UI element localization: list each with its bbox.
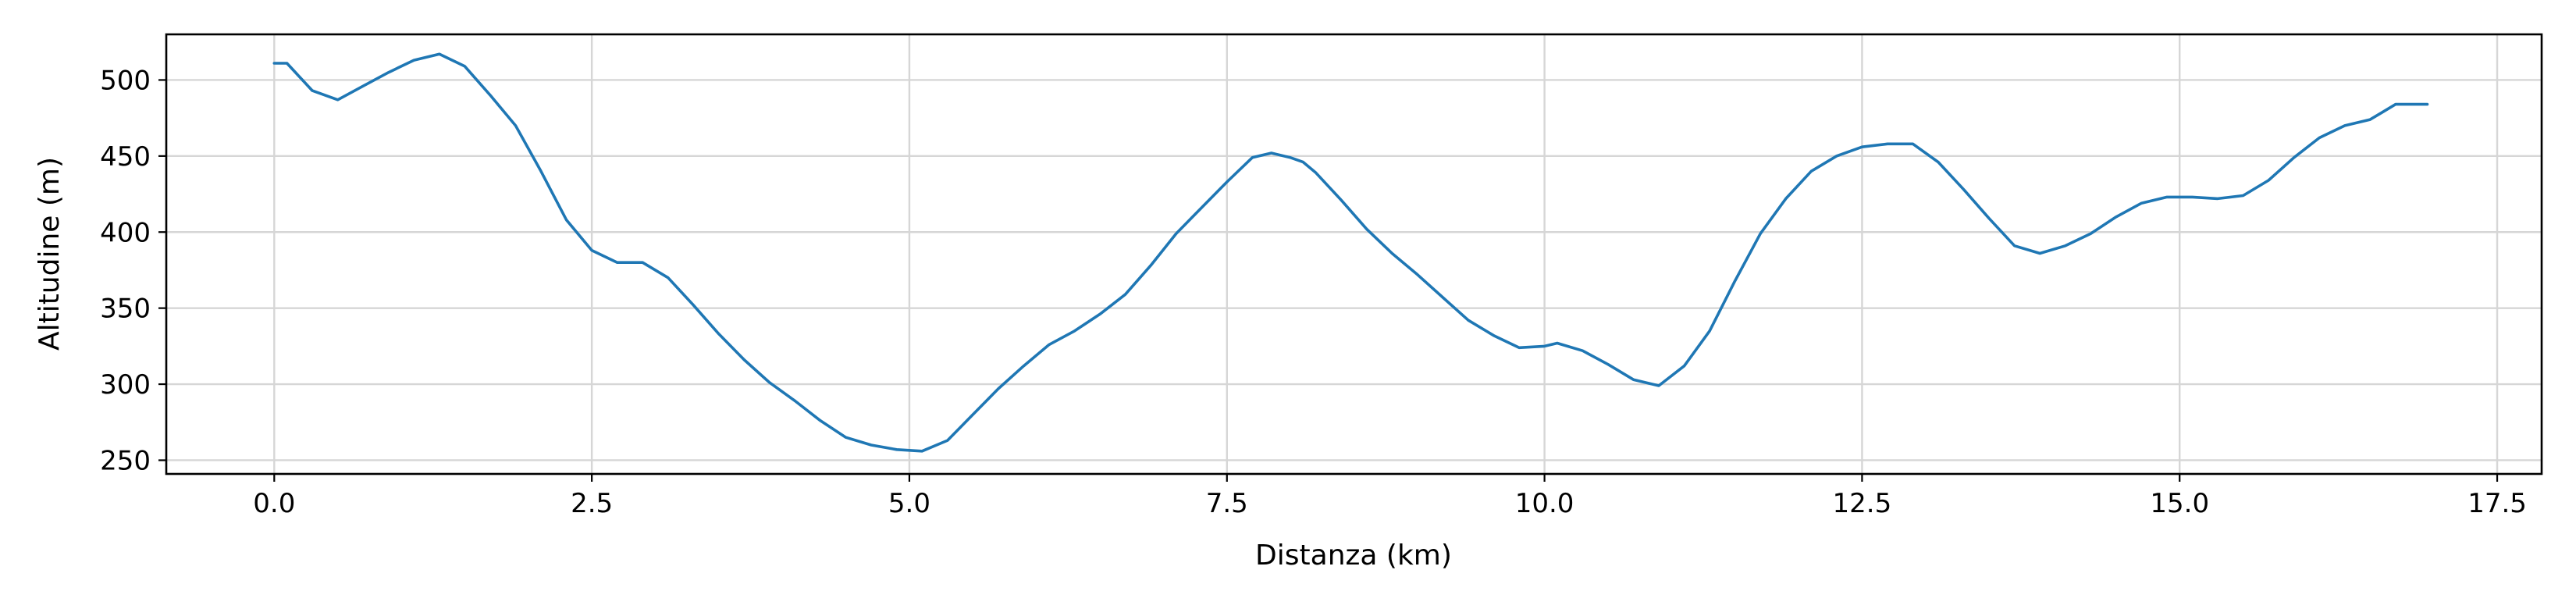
grid (166, 34, 2542, 474)
plot-frame (165, 33, 2543, 475)
y-tick-label: 400 (100, 217, 151, 248)
y-tick-label: 300 (100, 369, 151, 401)
x-axis-label: Distanza (km) (1255, 540, 1452, 572)
x-tick-label: 15.0 (2150, 488, 2209, 519)
x-tick-label: 5.0 (888, 488, 930, 519)
y-tick-label: 450 (100, 141, 151, 173)
x-tick-label: 7.5 (1206, 488, 1248, 519)
y-axis-label: Altitudine (m) (34, 157, 66, 351)
y-tick-label: 250 (100, 445, 151, 476)
elevation-line (272, 52, 2429, 453)
x-tick-label: 0.0 (253, 488, 295, 519)
y-tick-label: 500 (100, 65, 151, 96)
y-tick-label: 350 (100, 294, 151, 325)
series (272, 52, 2429, 453)
x-axis-ticks: 0.0 2.5 5.0 7.5 10.0 12.5 15.0 17.5 (253, 474, 2527, 519)
x-tick-label: 10.0 (1515, 488, 1574, 519)
x-tick-label: 12.5 (1833, 488, 1892, 519)
y-axis-ticks: 250 300 350 400 450 500 (100, 65, 166, 476)
x-tick-label: 17.5 (2467, 488, 2527, 519)
x-tick-label: 2.5 (571, 488, 613, 519)
